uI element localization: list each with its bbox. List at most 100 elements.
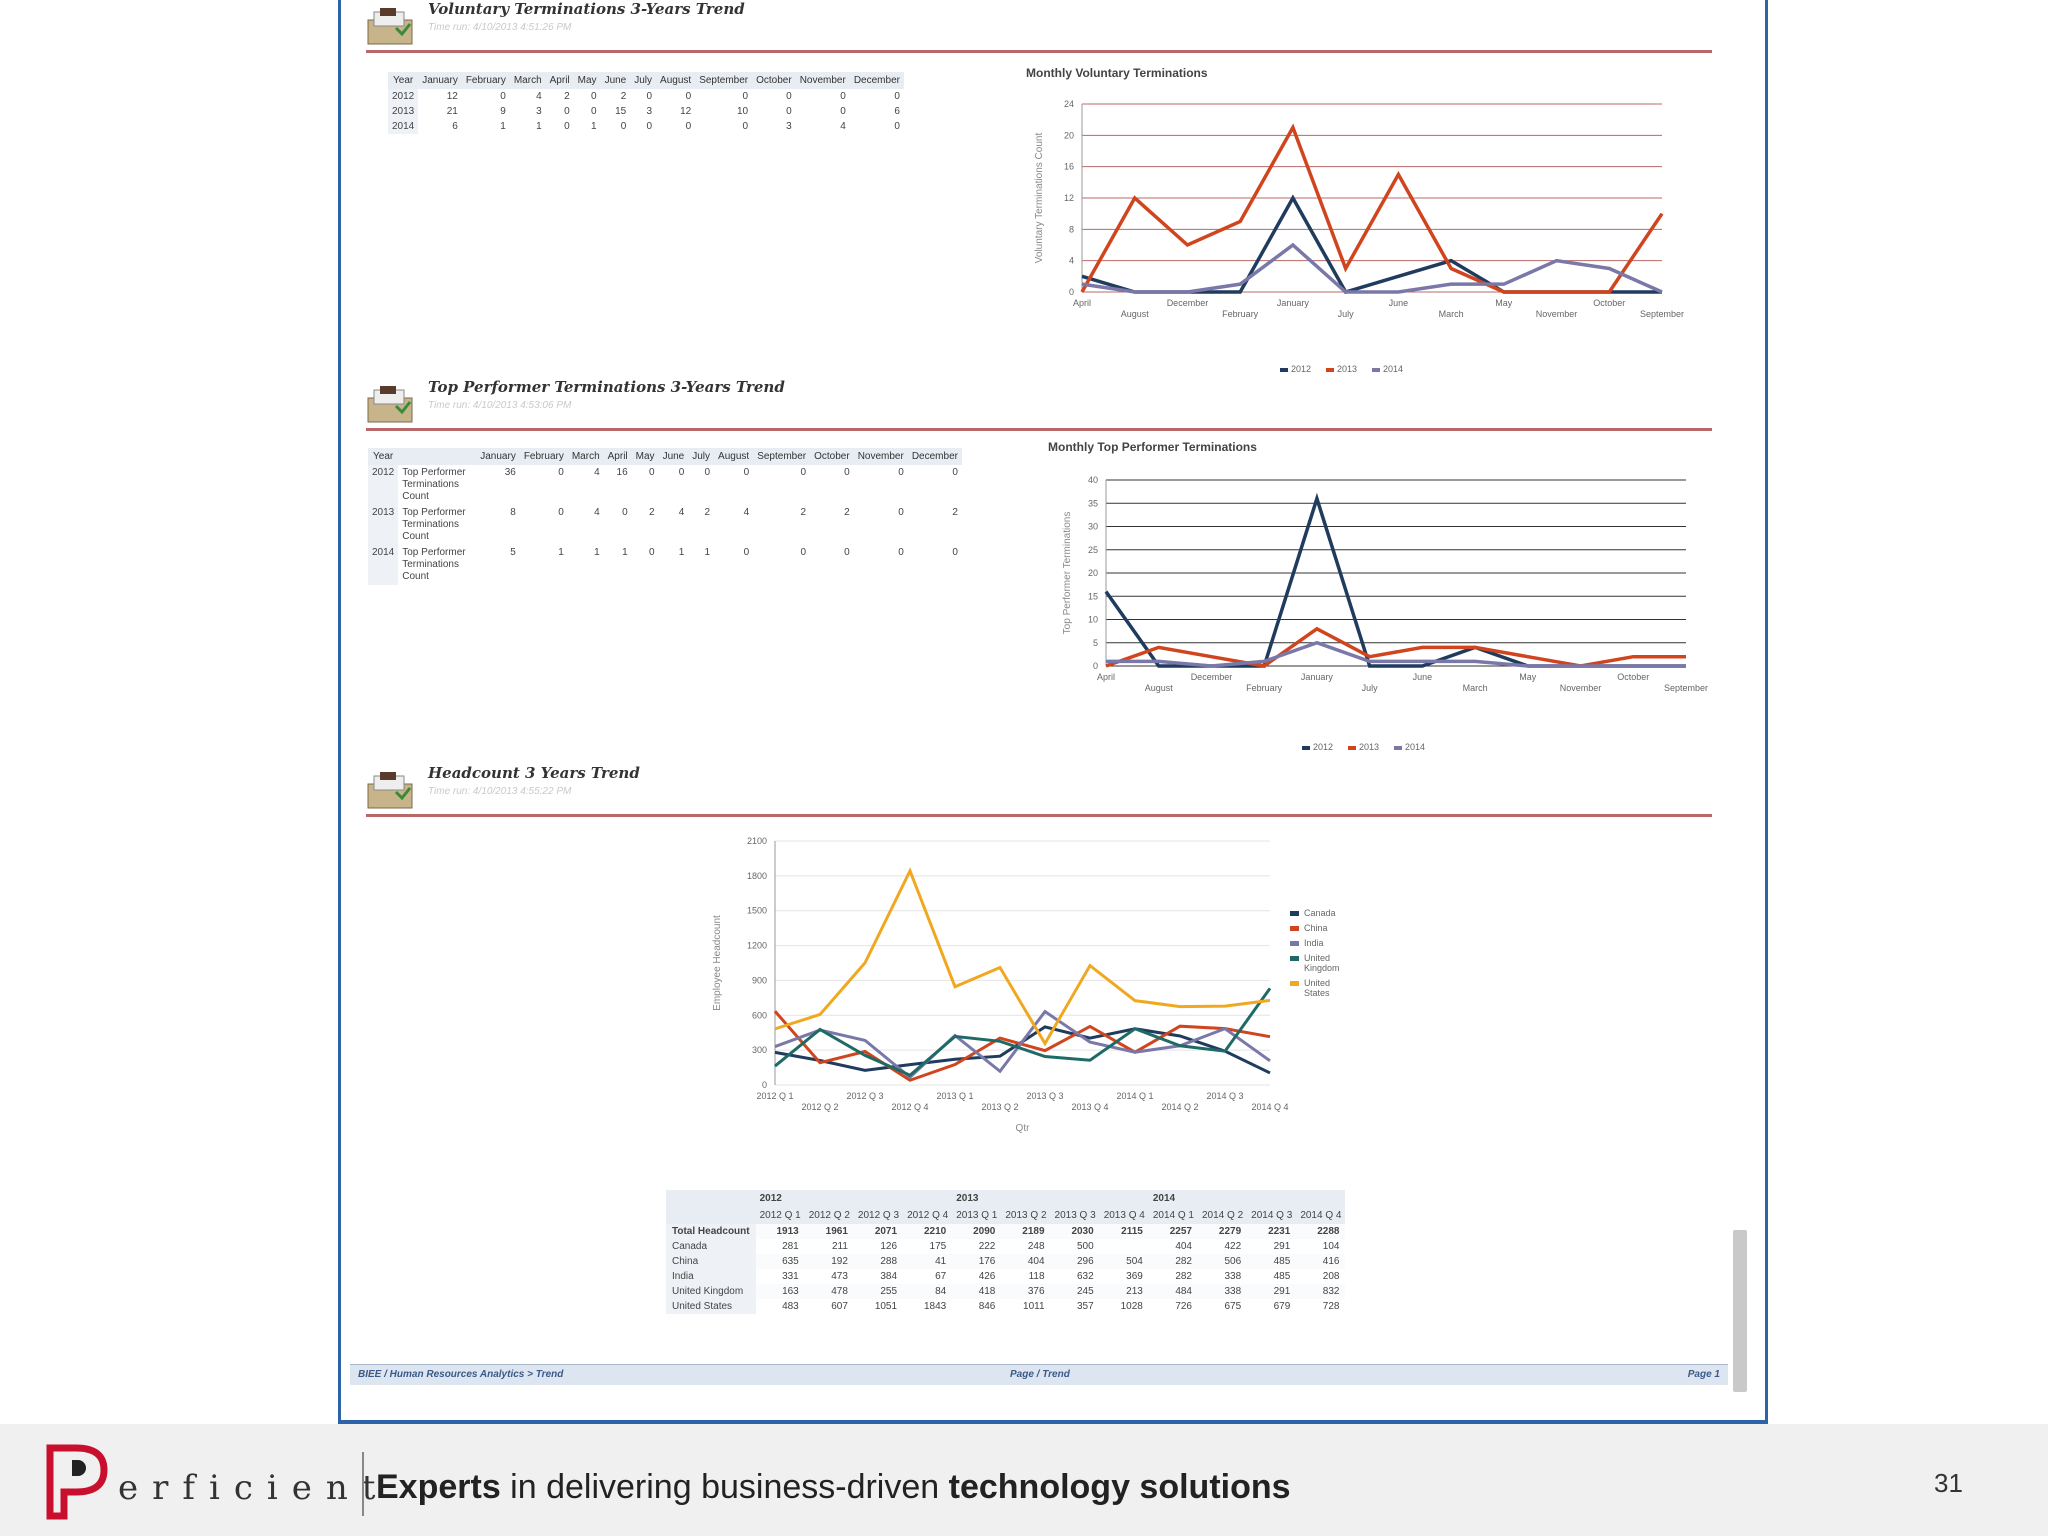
total-cell: 2115 — [1099, 1224, 1149, 1239]
y-tick-label: 10 — [1088, 615, 1098, 625]
legend-label: 2012 — [1291, 364, 1311, 374]
x-tick-label: 2014 Q 1 — [1116, 1091, 1153, 1101]
series-line-china — [773, 1010, 1271, 1082]
table-cell: 376 — [1001, 1284, 1051, 1299]
quarter-header: 2012 Q 4 — [903, 1207, 953, 1224]
y-tick-label: 8 — [1069, 224, 1074, 234]
table-cell: 1 — [500, 121, 506, 132]
table-cell: 4 — [840, 121, 846, 132]
table-cell: 0 — [844, 467, 850, 478]
column-header: February — [461, 72, 510, 89]
table-cell: 12 — [446, 91, 458, 102]
y-tick-label: 20 — [1064, 130, 1074, 140]
series-line-united-kingdom — [774, 987, 1272, 1077]
table-row: 2014 6 1 1 0 1 0 0 0 0 3 4 0 — [388, 119, 904, 134]
table-cell: 9 — [500, 106, 506, 117]
x-tick-label: August — [1145, 683, 1174, 693]
column-header: January — [418, 72, 462, 89]
table-cell: 5 — [510, 547, 516, 558]
table-cell: 67 — [935, 1271, 947, 1282]
table-cell: 4 — [594, 467, 600, 478]
series-line-india — [774, 1009, 1271, 1080]
column-header: May — [573, 72, 601, 89]
y-tick-label: 1500 — [747, 906, 767, 916]
table-cell: 0 — [743, 467, 750, 478]
country-name: United States — [666, 1299, 756, 1314]
quarter-header: 2013 Q 3 — [1050, 1207, 1100, 1224]
table-cell: 0 — [800, 547, 807, 558]
vertical-scrollbar[interactable] — [1733, 1230, 1747, 1392]
table-cell: 0 — [786, 106, 792, 117]
y-tick-label: 900 — [752, 975, 767, 985]
legend-swatch — [1290, 941, 1299, 946]
table-cell: 846 — [978, 1301, 996, 1312]
row-measure: Top Performer Terminations Count — [402, 467, 466, 502]
table-cell: 635 — [755, 1254, 805, 1269]
voluntary-terminations-chart: 0 4 8 12 16 20 24 April August December February Ja… — [1034, 99, 1684, 374]
table-cell: 291 — [1273, 1241, 1291, 1252]
table-cell: 0 — [685, 91, 692, 102]
table-cell — [1100, 1239, 1149, 1254]
report-folder-icon — [367, 8, 413, 45]
tagline-middle: in delivering business-driven — [500, 1468, 949, 1506]
table-cell: 485 — [1247, 1254, 1297, 1269]
legend-label: 2014 — [1405, 742, 1425, 752]
table-cell: 331 — [782, 1271, 799, 1282]
country-name: United Kingdom — [666, 1284, 756, 1299]
table-cell: 2 — [649, 507, 655, 518]
table-cell: 1 — [678, 547, 685, 558]
legend-label: 2013 — [1337, 364, 1357, 374]
status-breadcrumb[interactable]: BIEE / Human Resources Analytics > Trend — [358, 1369, 564, 1380]
column-header: February — [519, 448, 568, 465]
table-cell: 213 — [1099, 1284, 1149, 1299]
column-header: April — [545, 72, 574, 89]
table-cell: 41 — [903, 1254, 953, 1269]
x-tick-label: April — [1073, 298, 1091, 308]
table-row: United Kingdom 163 478 255 84 418 376 245 213 484… — [666, 1284, 1346, 1299]
table-row: 2013 21 9 3 0 0 15 3 12 10 0 0 6 — [388, 104, 904, 119]
table-cell: 675 — [1224, 1301, 1242, 1312]
slide-footer — [0, 1424, 2048, 1536]
table-row: Canada 281 211 126 175 222 248 500 404 422 291 104 — [666, 1239, 1345, 1254]
headcount-section-header: Headcount 3 Years Trend Time run: 4/10/2… — [366, 764, 1712, 817]
legend-label: 2014 — [1383, 364, 1403, 374]
row-year: 2013 — [368, 505, 399, 545]
legend-label: India — [1304, 938, 1324, 948]
table-cell: 1 — [594, 547, 600, 558]
series-line-2012 — [1081, 194, 1662, 295]
footer-divider — [362, 1452, 364, 1516]
x-tick-label: April — [1097, 672, 1115, 682]
x-tick-label: March — [1463, 683, 1488, 693]
x-tick-label: October — [1593, 298, 1625, 308]
table-cell: 282 — [1148, 1254, 1198, 1269]
x-tick-label: October — [1617, 672, 1649, 682]
table-cell: 0 — [894, 121, 900, 132]
table-cell: 426 — [978, 1271, 996, 1282]
legend-swatch — [1290, 956, 1299, 961]
column-header: October — [810, 448, 854, 465]
column-header: May — [631, 448, 659, 465]
table-cell: 0 — [898, 547, 904, 558]
column-header: September — [753, 448, 811, 465]
column-header: August — [714, 448, 754, 465]
column-header: January — [476, 448, 520, 465]
table-cell: 422 — [1224, 1241, 1242, 1252]
x-tick-label: 2013 Q 3 — [1026, 1091, 1063, 1101]
column-header — [398, 448, 477, 465]
x-tick-label: September — [1640, 309, 1684, 319]
table-cell: 21 — [446, 106, 458, 117]
total-cell: 2210 — [903, 1224, 953, 1239]
column-header: November — [853, 448, 908, 465]
x-tick-label: July — [1338, 309, 1355, 319]
table-cell: 0 — [558, 467, 564, 478]
table-cell: 478 — [804, 1284, 854, 1299]
y-axis-label: Employee Headcount — [712, 915, 723, 1011]
total-label: Total Headcount — [666, 1224, 756, 1239]
table-cell: 1 — [622, 547, 628, 558]
table-cell: 255 — [853, 1284, 904, 1299]
legend-label: 2012 — [1313, 742, 1333, 752]
column-header: August — [656, 72, 696, 89]
table-cell: 0 — [786, 91, 792, 102]
series-line-2012 — [1104, 492, 1686, 668]
x-tick-label: August — [1121, 309, 1150, 319]
